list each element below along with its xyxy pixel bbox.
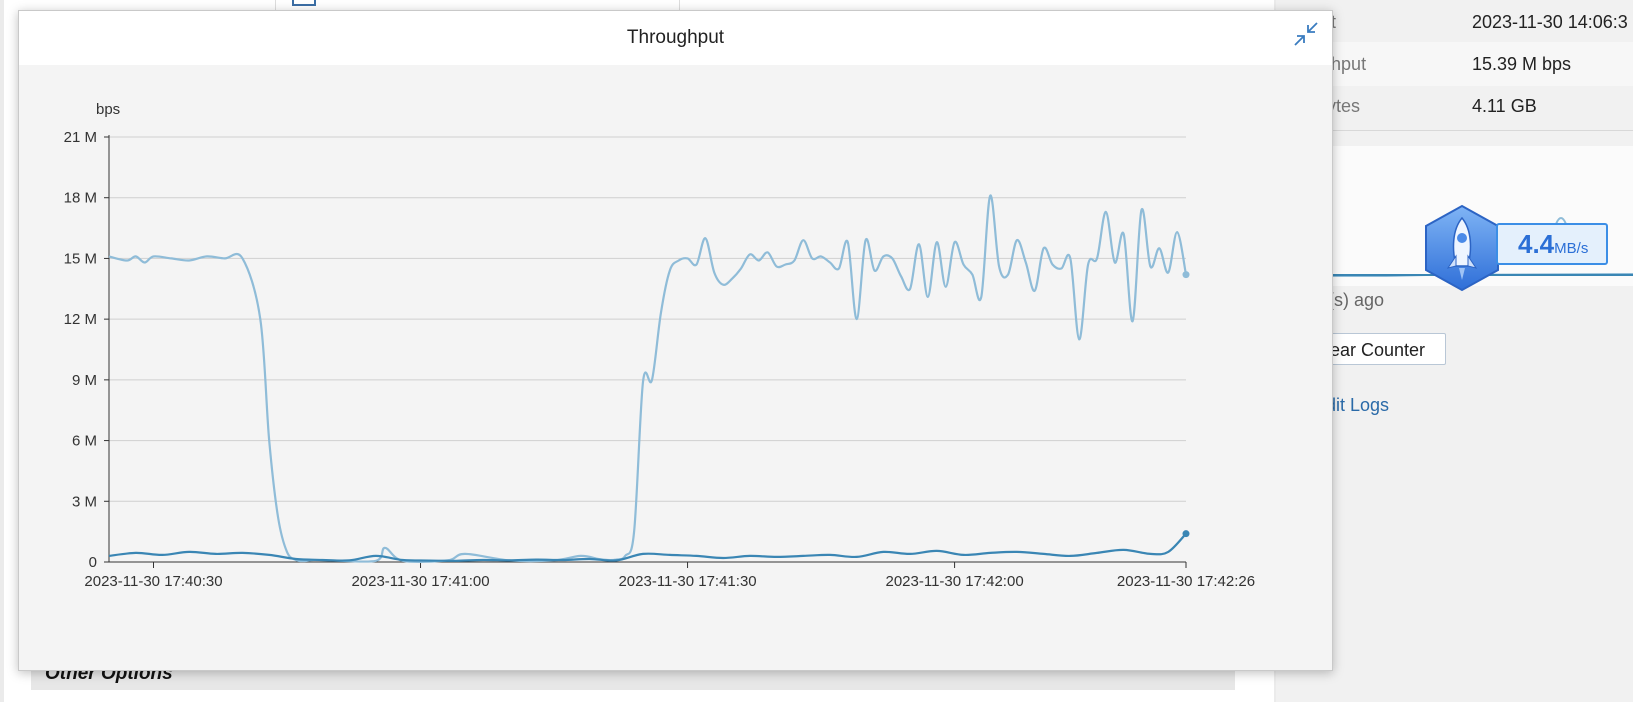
rocket-icon [1425, 204, 1499, 292]
y-tick-label: 9 M [72, 372, 97, 389]
background-right-panel: First Hit 2023-11-30 14:06:3 Throughput … [1274, 0, 1633, 702]
throughput-chart: bps 0 3 M 6 M 9 M 12 M 15 M 18 M 21 M 2023-11-30 … [19, 65, 1332, 670]
x-tick-label: 2023-11-30 17:42:26 [1117, 573, 1255, 590]
speed-value: 4.4 [1518, 229, 1555, 259]
table-icon [292, 0, 316, 6]
info-value: 2023-11-30 14:06:3 [1472, 12, 1628, 32]
divider [1276, 130, 1633, 131]
series-end-point-2 [1182, 530, 1190, 538]
y-tick-label: 3 M [72, 493, 97, 510]
x-tick-label: 2023-11-30 17:41:00 [351, 573, 489, 590]
info-value: 15.39 M bps [1472, 54, 1572, 74]
y-tick-label: 21 M [64, 129, 97, 146]
y-tick-label: 18 M [64, 190, 97, 207]
x-tick-label: 2023-11-30 17:42:00 [885, 573, 1023, 590]
throughput-modal: Throughput bps 0 3 M 6 M 9 M 12 M 15 M 18 M 21 M… [18, 10, 1333, 671]
y-axis-label: bps [96, 101, 120, 118]
series-line-2 [108, 532, 1187, 562]
throughput-chart-svg: bps 0 3 M 6 M 9 M 12 M 15 M 18 M 21 M 2023-11-30 … [64, 101, 1255, 590]
y-tick-label: 12 M [64, 311, 97, 328]
modal-title: Throughput [626, 27, 725, 48]
speed-unit: MB/s [1554, 240, 1589, 257]
speed-readout: 4.4MB/s [1496, 223, 1608, 265]
collapse-arrows-icon[interactable] [1292, 20, 1320, 48]
y-tick-label: 0 [89, 554, 97, 571]
modal-header: Throughput [19, 11, 1332, 65]
y-tick-label: 6 M [72, 433, 97, 450]
info-value: 4.11 GB [1472, 96, 1537, 116]
series-line-1 [108, 194, 1188, 563]
clear-counter-label: Clear Counter [1313, 340, 1426, 360]
background-table-cells [275, 0, 776, 10]
x-tick-label: 2023-11-30 17:41:30 [618, 573, 756, 590]
x-tick-label: 2023-11-30 17:40:30 [84, 573, 222, 590]
speed-widget[interactable]: 4.4MB/s [1422, 204, 1608, 294]
series-end-point-1 [1182, 271, 1190, 279]
y-tick-label: 15 M [64, 250, 97, 267]
